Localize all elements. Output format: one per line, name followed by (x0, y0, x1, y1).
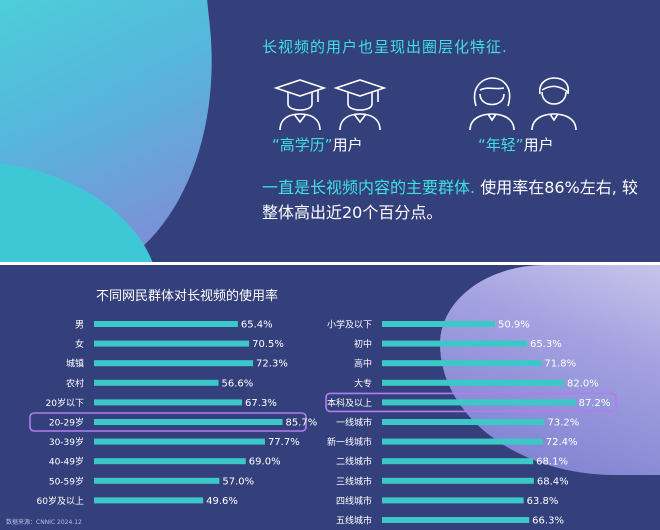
category-label: 女 (75, 338, 84, 350)
bar (382, 477, 534, 484)
category-label: 三线城市 (336, 475, 372, 487)
category-label: 30-39岁 (49, 436, 84, 448)
bar (94, 399, 243, 406)
graduate-users-label: “高学历”用户 (272, 136, 363, 154)
value-label: 56.6% (222, 378, 254, 389)
bar (94, 419, 283, 425)
bar (94, 497, 204, 504)
section-divider (0, 262, 660, 265)
value-label: 82.0% (567, 378, 599, 389)
bar (94, 340, 250, 347)
bar (382, 517, 530, 523)
value-label: 77.7% (268, 437, 300, 448)
graduate-users-icon (270, 76, 390, 132)
value-label: 57.0% (222, 476, 254, 487)
category-label: 初中 (354, 338, 372, 350)
value-label: 87.2% (579, 398, 611, 409)
value-label: 65.4% (241, 320, 273, 331)
bar (382, 379, 565, 386)
value-label: 68.1% (536, 457, 568, 468)
bar (382, 321, 495, 327)
bar (94, 477, 220, 484)
category-label: 四线城市 (336, 495, 372, 507)
category-label: 一线城市 (336, 417, 372, 429)
value-label: 63.8% (527, 496, 559, 507)
category-label: 50-59岁 (49, 475, 84, 487)
value-label: 73.2% (548, 418, 580, 429)
bar (382, 340, 527, 347)
usage-rate-chart-svg: 男 65.4% 女 70.5% 城镇 72.3% 农村 56.6% 20岁以下 67.3% 20-2… (29, 319, 617, 527)
bar (382, 399, 576, 406)
bar (94, 458, 246, 465)
value-label: 65.3% (530, 339, 562, 350)
category-label: 男 (75, 320, 84, 331)
value-label: 72.4% (546, 437, 578, 448)
category-label: 20-29岁 (49, 417, 84, 429)
value-label: 71.8% (544, 359, 576, 370)
value-label: 85.7% (286, 418, 318, 429)
summary-text: 一直是长视频内容的主要群体. 使用率在86%左右, 较整体高出近20个百分点。 (262, 178, 638, 222)
highlight-box (29, 412, 307, 432)
bar (382, 360, 542, 367)
value-label: 69.0% (249, 457, 281, 468)
bar (94, 438, 265, 445)
data-source: 数据来源：CNNIC 2024.12 (6, 519, 82, 526)
chart-title: 不同网民群体对长视频的使用率 (96, 289, 279, 304)
value-label: 68.4% (537, 476, 569, 487)
category-label: 高中 (354, 358, 372, 370)
young-users-icon (462, 76, 582, 132)
bar (94, 321, 238, 327)
category-label: 城镇 (66, 358, 84, 370)
category-label: 农村 (66, 377, 84, 389)
category-label: 小学及以下 (327, 319, 372, 331)
highlight-box (325, 392, 617, 413)
category-label: 40-49岁 (49, 456, 84, 468)
bar (382, 419, 545, 425)
category-label: 大专 (354, 377, 372, 389)
young-users-label: “年轻”用户 (478, 136, 554, 154)
value-label: 66.3% (532, 516, 564, 527)
category-label: 60岁及以上 (37, 495, 84, 507)
category-label: 新一线城市 (327, 436, 372, 448)
bar (382, 458, 534, 465)
bar (94, 379, 219, 386)
chart-panel: 不同网民群体对长视频的使用率 男 65.4% 女 70.5% 城镇 72.3% 农村 56.6… (0, 265, 660, 530)
value-label: 49.6% (206, 496, 238, 507)
category-label: 本科及以上 (327, 397, 372, 409)
headline: 长视频的用户也呈现出圈层化特征. (262, 38, 508, 56)
value-label: 70.5% (252, 339, 284, 350)
value-label: 67.3% (245, 398, 277, 409)
value-label: 50.9% (498, 320, 530, 331)
category-label: 20岁以下 (46, 397, 84, 409)
category-label: 五线城市 (336, 515, 372, 527)
bar (94, 360, 254, 367)
bar (382, 497, 524, 504)
bar (382, 438, 543, 445)
summary-panel: 长视频的用户也呈现出圈层化特征. “高学历”用户 (0, 0, 660, 262)
value-label: 72.3% (256, 359, 288, 370)
category-label: 二线城市 (336, 456, 372, 468)
